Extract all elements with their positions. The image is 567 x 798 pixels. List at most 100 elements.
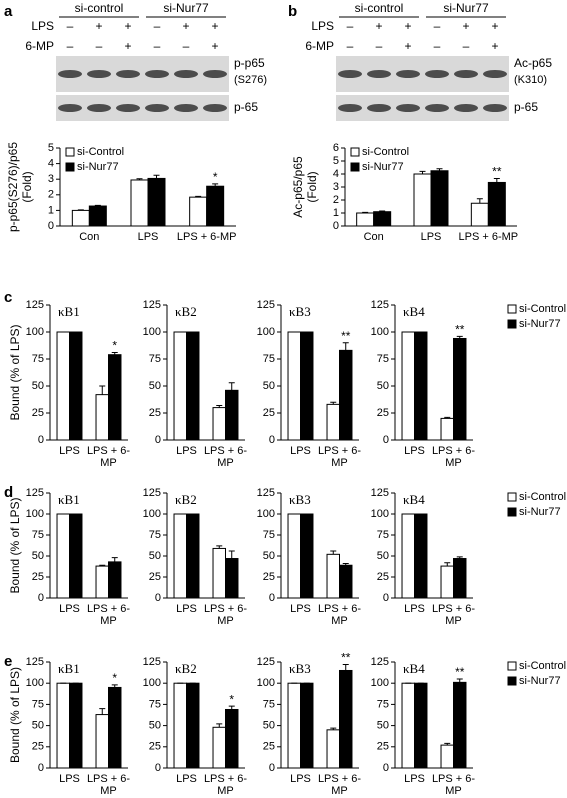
y-tick-label: 25	[32, 741, 44, 753]
legend-label: si-Nur77	[362, 161, 404, 173]
blot-band	[396, 104, 420, 112]
bar	[108, 561, 122, 599]
y-tick-label: 5	[48, 142, 54, 154]
error-bar	[436, 168, 443, 171]
y-tick-label: 100	[371, 677, 389, 689]
error-bar	[195, 195, 202, 198]
y-tick-label: 125	[143, 487, 161, 499]
chart-title: κB1	[58, 492, 80, 507]
treatment-label: 6-MP	[25, 39, 54, 53]
chart-title: κB1	[58, 304, 80, 319]
y-tick-label: 125	[143, 299, 161, 311]
y-tick-label: 50	[149, 380, 161, 392]
y-tick-label: 75	[263, 698, 275, 710]
y-tick-label: 5	[333, 155, 339, 167]
lane-sign: –	[183, 39, 190, 53]
x-tick-label: LPS + 6-MP	[431, 445, 476, 469]
lane-sign: +	[211, 39, 218, 53]
bar	[88, 205, 107, 227]
bar	[373, 211, 392, 227]
y-tick-label: 25	[377, 407, 389, 419]
error-bar	[216, 545, 223, 549]
y-tick-label: 50	[32, 550, 44, 562]
y-axis-label: (Fold)	[305, 171, 319, 202]
x-tick-label: LPS	[137, 231, 159, 243]
panel-letter: d	[4, 484, 13, 501]
x-tick-label: LPS + 6-MP	[203, 603, 248, 627]
bar	[173, 513, 188, 599]
bar	[300, 513, 314, 599]
y-tick-label: 0	[38, 434, 44, 446]
bar	[189, 196, 208, 227]
lane-sign: –	[67, 19, 74, 33]
bar	[414, 682, 428, 769]
band-label: (S276)	[234, 74, 267, 86]
y-tick-label: 125	[257, 487, 275, 499]
significance-label: **	[492, 165, 502, 179]
y-tick-label: 0	[155, 592, 161, 604]
y-tick-label: 0	[383, 762, 389, 774]
chart-title: κB4	[403, 661, 425, 676]
bar	[430, 170, 449, 227]
lane-sign: –	[96, 39, 103, 53]
y-tick-label: 50	[32, 720, 44, 732]
blot-band	[58, 70, 82, 78]
error-bar	[379, 210, 386, 212]
error-bar	[456, 678, 463, 683]
panel-letter: e	[4, 653, 12, 670]
blot-background	[336, 56, 509, 92]
lane-sign: +	[375, 19, 382, 33]
bar	[212, 547, 227, 599]
legend-label: si-Control	[519, 303, 566, 315]
bar	[414, 331, 428, 441]
legend-label: si-Control	[362, 146, 409, 158]
y-tick-label: 50	[263, 550, 275, 562]
y-tick-label: 25	[149, 407, 161, 419]
y-tick-label: 100	[26, 326, 44, 338]
legend-label: si-Nur77	[519, 506, 561, 518]
y-tick-label: 100	[257, 677, 275, 689]
y-tick-label: 25	[263, 407, 275, 419]
panel-letter: a	[4, 3, 13, 20]
bar	[225, 558, 239, 599]
y-tick-label: 75	[32, 698, 44, 710]
y-tick-label: 100	[143, 326, 161, 338]
bar	[287, 513, 301, 599]
bar	[108, 354, 122, 441]
blot-band	[203, 70, 227, 78]
error-bar	[212, 183, 219, 187]
bar	[56, 331, 70, 441]
y-tick-label: 125	[257, 299, 275, 311]
bar	[356, 212, 375, 227]
x-tick-label: Con	[363, 231, 384, 243]
chart-title: κB3	[289, 661, 311, 676]
legend-swatch	[507, 676, 517, 686]
lane-sign: +	[95, 19, 102, 33]
y-tick-label: 100	[257, 508, 275, 520]
error-bar	[228, 382, 235, 391]
x-tick-label: LPS + 6-MP	[431, 773, 476, 797]
y-tick-label: 25	[149, 571, 161, 583]
bar	[173, 682, 188, 769]
y-tick-label: 3	[333, 181, 339, 193]
error-bar	[99, 385, 106, 395]
blot-band	[116, 104, 140, 112]
blot-band	[174, 70, 198, 78]
error-bar	[330, 727, 337, 730]
blot-band	[367, 70, 391, 78]
blot-band	[425, 70, 449, 78]
error-bar	[342, 563, 349, 566]
y-tick-label: 25	[377, 741, 389, 753]
y-tick-label: 50	[263, 720, 275, 732]
bar	[339, 564, 353, 599]
group-label: si-control	[355, 1, 404, 15]
blot-band	[367, 104, 391, 112]
lane-sign: +	[462, 19, 469, 33]
y-tick-label: 100	[371, 508, 389, 520]
y-tick-label: 125	[371, 487, 389, 499]
bar	[95, 394, 109, 441]
x-tick-label: LPS + 6-MP	[86, 773, 131, 797]
band-label: p-65	[514, 100, 538, 114]
y-tick-label: 75	[32, 353, 44, 365]
